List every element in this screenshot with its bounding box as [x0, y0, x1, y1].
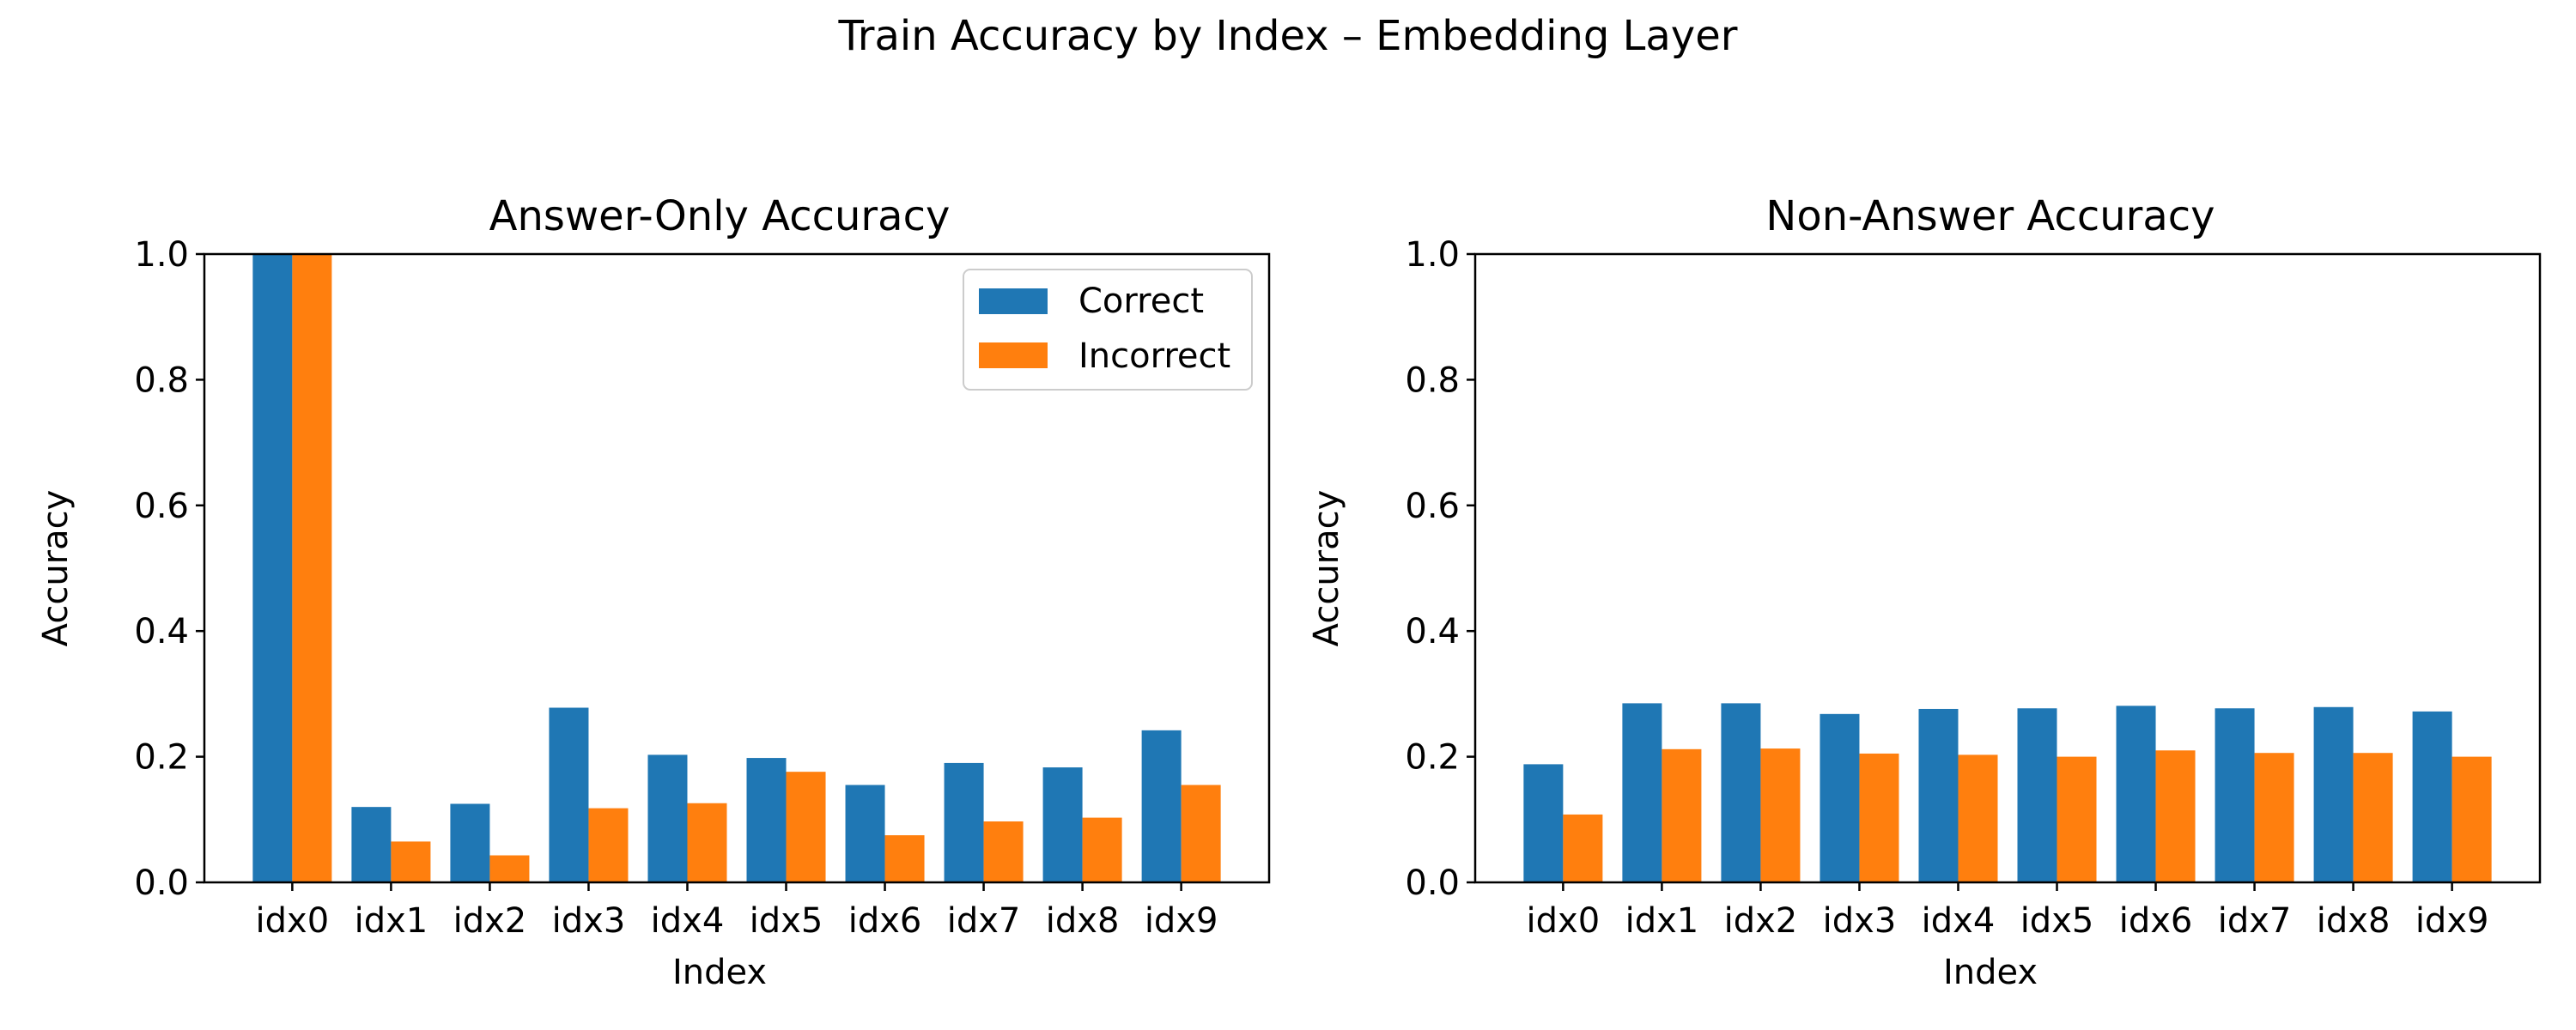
- x-tick-label: idx1: [1625, 901, 1699, 941]
- bar-incorrect-idx1: [1662, 748, 1702, 882]
- y-tick-label: 0.8: [1405, 360, 1460, 400]
- y-tick-label: 0.4: [134, 612, 189, 651]
- bar-correct-idx3: [549, 707, 589, 882]
- bar-correct-idx4: [1918, 708, 1959, 882]
- legend-label-incorrect: Incorrect: [1078, 336, 1230, 376]
- bar-incorrect-idx2: [489, 855, 530, 882]
- bar-incorrect-idx5: [2057, 756, 2097, 882]
- y-tick-label: 0.0: [134, 863, 189, 903]
- bar-incorrect-idx3: [1859, 753, 1899, 882]
- bar-incorrect-idx0: [1563, 814, 1603, 882]
- bars: [252, 254, 1221, 882]
- x-tick-label: idx9: [2415, 901, 2489, 941]
- bar-correct-idx7: [2215, 708, 2255, 882]
- y-ticks: 0.0 0.2 0.4 0.6 0.8 1.0: [1405, 235, 1475, 903]
- bar-incorrect-idx9: [2451, 756, 2492, 882]
- bar-correct-idx7: [944, 762, 984, 882]
- y-tick-label: 1.0: [1405, 235, 1460, 275]
- bar-incorrect-idx9: [1181, 785, 1221, 882]
- y-tick-label: 0.2: [1405, 738, 1460, 778]
- y-tick-label: 0.6: [134, 487, 189, 526]
- x-tick-label: idx8: [1046, 901, 1120, 941]
- x-axis-label: Index: [672, 953, 767, 992]
- bar-incorrect-idx7: [983, 821, 1024, 882]
- bar-correct-idx9: [2412, 711, 2452, 882]
- bar-correct-idx1: [351, 807, 392, 882]
- legend: Correct Incorrect: [963, 269, 1253, 391]
- x-tick-label: idx5: [2020, 901, 2094, 941]
- panel-title: Non-Answer Accuracy: [1765, 192, 2215, 240]
- y-tick-label: 0.8: [134, 360, 189, 400]
- y-tick-label: 0.4: [1405, 612, 1460, 651]
- bar-correct-idx1: [1622, 703, 1662, 882]
- bar-correct-idx9: [1141, 730, 1182, 882]
- panel-title: Answer-Only Accuracy: [489, 192, 951, 240]
- bar-correct-idx8: [1042, 767, 1083, 882]
- x-tick-label: idx3: [552, 901, 626, 941]
- bar-correct-idx6: [845, 785, 885, 882]
- bar-incorrect-idx5: [786, 772, 826, 882]
- figure-title: Train Accuracy by Index – Embedding Laye…: [838, 12, 1738, 60]
- bar-incorrect-idx6: [2155, 750, 2196, 882]
- legend-swatch-correct: [979, 288, 1048, 314]
- y-axis-label: Accuracy: [1307, 490, 1346, 647]
- bar-incorrect-idx1: [391, 841, 431, 882]
- x-tick-label: idx6: [2119, 901, 2193, 941]
- bars: [1523, 703, 2492, 882]
- bar-correct-idx3: [1820, 713, 1860, 882]
- x-tick-label: idx8: [2317, 901, 2391, 941]
- x-tick-label: idx9: [1145, 901, 1218, 941]
- bar-correct-idx0: [1523, 764, 1564, 882]
- bar-incorrect-idx8: [1082, 817, 1122, 882]
- x-tick-label: idx7: [947, 901, 1021, 941]
- plot-frame: [203, 252, 1271, 884]
- y-tick-label: 0.6: [1405, 487, 1460, 526]
- bar-correct-idx8: [2313, 706, 2354, 882]
- plot-frame: [1473, 252, 2542, 884]
- x-tick-label: idx4: [1922, 901, 1996, 941]
- y-tick-label: 1.0: [134, 235, 189, 275]
- bar-incorrect-idx6: [884, 835, 925, 882]
- x-tick-label: idx2: [1724, 901, 1798, 941]
- y-ticks: 0.0 0.2 0.4 0.6 0.8 1.0: [134, 235, 204, 903]
- x-tick-label: idx6: [848, 901, 922, 941]
- bar-correct-idx6: [2116, 706, 2156, 882]
- x-tick-label: idx7: [2218, 901, 2292, 941]
- x-tick-label: idx3: [1823, 901, 1897, 941]
- bar-correct-idx5: [746, 758, 787, 882]
- bar-incorrect-idx2: [1760, 748, 1801, 882]
- y-tick-label: 0.0: [1405, 863, 1460, 903]
- bar-incorrect-idx7: [2254, 753, 2294, 882]
- legend-swatch-incorrect: [979, 342, 1048, 368]
- y-axis-label: Accuracy: [36, 490, 76, 647]
- x-tick-label: idx4: [651, 901, 725, 941]
- bar-incorrect-idx4: [687, 803, 727, 882]
- answer-only-panel: Answer-Only Accuracy 0.00.20.40.60.81.0 …: [36, 192, 1271, 992]
- y-tick-label: 0.2: [134, 738, 189, 778]
- bar-correct-idx2: [1721, 703, 1761, 882]
- bar-correct-idx5: [2017, 708, 2057, 882]
- x-tick-label: idx0: [256, 901, 330, 941]
- legend-label-correct: Correct: [1078, 282, 1204, 321]
- bar-correct-idx0: [252, 254, 293, 882]
- bar-incorrect-idx8: [2353, 753, 2393, 882]
- non-answer-panel: Non-Answer Accuracy 0.0 0.2 0.4 0.6 0.8 1.0 i…: [1307, 192, 2542, 992]
- x-ticks: idx0 idx1 idx2 idx3 idx4 idx5 idx6 idx7 idx8 idx9: [1527, 882, 2489, 941]
- bar-correct-idx2: [450, 803, 490, 882]
- x-tick-label: idx5: [750, 901, 823, 941]
- bar-correct-idx4: [647, 754, 688, 882]
- x-tick-label: idx2: [453, 901, 527, 941]
- x-axis-label: Index: [1943, 953, 2038, 992]
- bar-incorrect-idx4: [1958, 754, 1998, 882]
- bar-incorrect-idx0: [292, 254, 332, 882]
- bar-incorrect-idx3: [588, 808, 629, 882]
- x-tick-label: idx1: [355, 901, 428, 941]
- x-tick-label: idx0: [1527, 901, 1601, 941]
- x-ticks: idx0 idx1 idx2 idx3 idx4 idx5 idx6 idx7 idx8 idx9: [256, 882, 1218, 941]
